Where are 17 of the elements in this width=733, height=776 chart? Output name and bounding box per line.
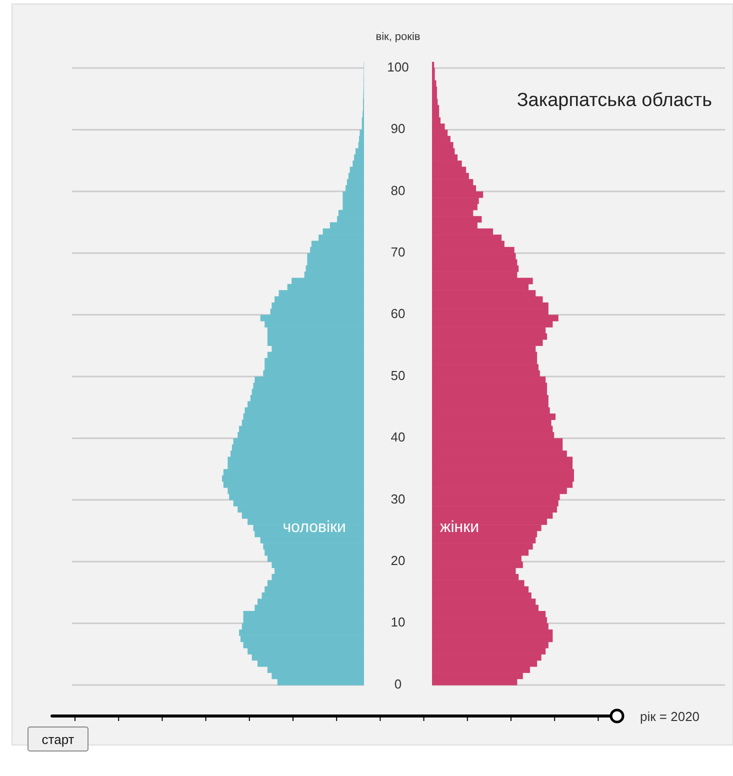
y-tick-label: 0 <box>394 676 402 692</box>
y-tick-label: 70 <box>390 244 406 260</box>
y-tick-label: 50 <box>390 368 406 383</box>
y-axis-title: вік, років <box>376 31 420 43</box>
y-tick-label: 90 <box>390 121 406 136</box>
y-tick-label: 20 <box>390 553 406 568</box>
y-tick-label: 80 <box>390 182 406 198</box>
y-tick-label: 40 <box>390 430 406 445</box>
series-label: жінки <box>440 518 480 536</box>
y-tick-label: 10 <box>390 614 406 630</box>
y-tick-label: 60 <box>390 306 406 322</box>
text: старт <box>42 732 74 747</box>
text: рік = 2020 <box>640 709 700 724</box>
y-tick-label: 30 <box>390 491 406 506</box>
y-tick-label: 100 <box>387 59 409 74</box>
text: Закарпатська область <box>516 90 712 111</box>
series-label: чоловіки <box>282 518 346 536</box>
